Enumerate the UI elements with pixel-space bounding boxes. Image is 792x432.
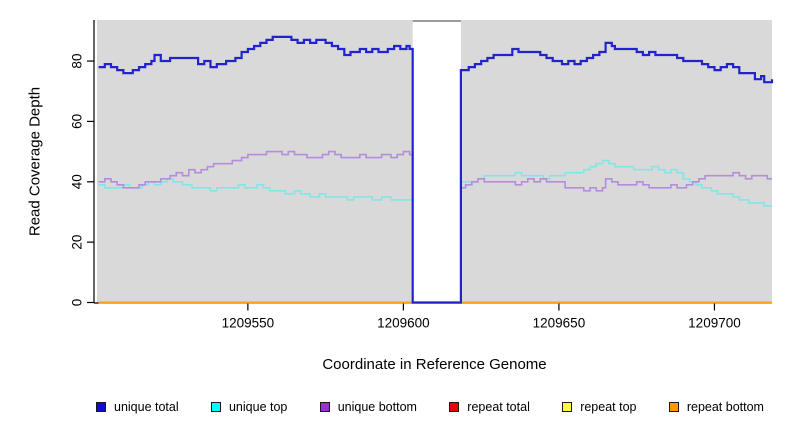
legend-item-repeat-bottom: repeat bottom xyxy=(668,400,764,414)
legend-item-repeat-total: repeat total xyxy=(449,400,530,414)
legend: unique total unique top unique bottom repea… xyxy=(96,400,764,414)
series-line-unique-bottom xyxy=(98,150,772,304)
y-axis-title: Read Coverage Depth xyxy=(26,86,44,237)
legend-swatch-icon xyxy=(319,402,330,412)
x-tick-label: 1209700 xyxy=(688,316,741,331)
y-tick-label: 80 xyxy=(70,54,85,69)
y-tick-label: 40 xyxy=(70,174,85,189)
legend-label: repeat top xyxy=(580,400,637,414)
x-tick-label: 1209600 xyxy=(377,316,430,331)
legend-label: unique total xyxy=(114,400,179,414)
legend-label: repeat bottom xyxy=(686,400,764,414)
legend-item-unique-total: unique total xyxy=(96,400,179,414)
x-tick-label: 1209650 xyxy=(533,316,586,331)
y-tick-label: 0 xyxy=(70,299,85,307)
legend-item-repeat-top: repeat top xyxy=(562,400,636,414)
legend-swatch-icon xyxy=(562,402,573,412)
gap-region xyxy=(412,22,461,303)
y-tick-label: 20 xyxy=(70,235,85,250)
legend-item-unique-top: unique top xyxy=(210,400,288,414)
legend-label: unique bottom xyxy=(337,400,417,414)
series-line-unique-total xyxy=(98,35,774,304)
legend-swatch-icon xyxy=(668,402,679,412)
legend-swatch-icon xyxy=(210,402,221,412)
plot-area: 0 20 40 60 80 1209550 1209600 1209650 1209700 xyxy=(70,20,774,331)
legend-swatch-icon xyxy=(449,402,460,412)
legend-label: unique top xyxy=(228,400,288,414)
x-tick-label: 1209550 xyxy=(222,316,275,331)
x-axis-title: Coordinate in Reference Genome xyxy=(322,356,547,373)
legend-label: repeat total xyxy=(467,400,530,414)
legend-swatch-icon xyxy=(96,402,106,412)
legend-item-unique-bottom: unique bottom xyxy=(319,400,417,414)
y-tick-label: 60 xyxy=(70,114,85,129)
